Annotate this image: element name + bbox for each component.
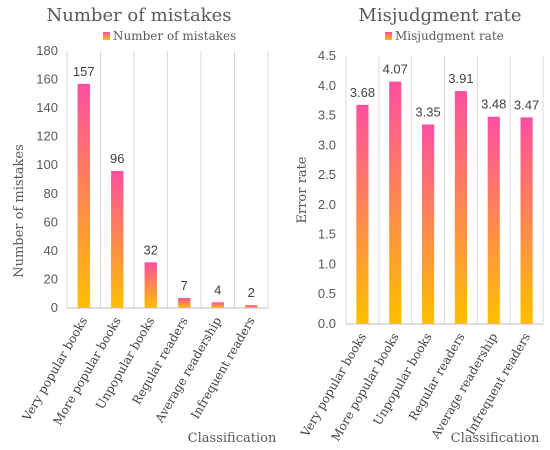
chart2-y-tick-label: 3.0 bbox=[318, 137, 336, 152]
chart2-bar bbox=[454, 91, 467, 324]
chart1-bar bbox=[111, 170, 124, 308]
chart2-data-label: 3.68 bbox=[350, 85, 375, 100]
chart2-y-tick-label: 4.0 bbox=[318, 78, 336, 93]
chart1-data-label: 7 bbox=[181, 278, 188, 293]
chart1-x-axis-label: Classification bbox=[188, 431, 277, 446]
chart2-legend-swatch bbox=[385, 32, 392, 40]
chart2-x-tick-label: Unpopular books bbox=[370, 331, 434, 428]
chart1-data-label: 96 bbox=[110, 151, 124, 166]
chart1-y-tick-label: 160 bbox=[36, 72, 58, 87]
chart1-y-tick-label: 140 bbox=[36, 100, 58, 115]
chart1-y-tick-label: 20 bbox=[44, 271, 58, 286]
chart1-y-tick-label: 180 bbox=[36, 43, 58, 58]
chart1-bar bbox=[245, 305, 258, 308]
chart1-bar bbox=[144, 262, 157, 308]
chart2-title: Misjudgment rate bbox=[358, 5, 521, 26]
chart1-legend-swatch bbox=[103, 32, 110, 40]
chart1-y-tick-label: 100 bbox=[36, 157, 58, 172]
chart2-x-tick-label: Infrequent readers bbox=[463, 331, 533, 438]
chart2-data-label: 4.07 bbox=[383, 62, 408, 77]
chart2-bar bbox=[356, 104, 369, 324]
chart2-y-tick-label: 4.5 bbox=[318, 48, 336, 63]
chart1-data-label: 4 bbox=[214, 282, 221, 297]
chart2-data-label: 3.48 bbox=[481, 97, 506, 112]
chart1-y-tick-label: 40 bbox=[44, 243, 58, 258]
chart2-bar bbox=[487, 116, 500, 324]
chart2-y-tick-label: 3.5 bbox=[318, 108, 336, 123]
chart2-y-axis-label: Error rate bbox=[295, 156, 310, 223]
chart1-y-tick-label: 120 bbox=[36, 129, 58, 144]
chart2-y-tick-label: 1.5 bbox=[318, 227, 336, 242]
chart2-y-tick-label: 1.0 bbox=[318, 256, 336, 271]
chart1-title: Number of mistakes bbox=[47, 5, 232, 26]
chart1-y-tick-label: 0 bbox=[51, 300, 58, 315]
chart1-y-tick-label: 60 bbox=[44, 214, 58, 229]
chart1-y-axis-label: Number of mistakes bbox=[12, 144, 27, 278]
chart2-bar bbox=[422, 124, 435, 324]
chart2-x-axis-label: Classification bbox=[451, 431, 540, 446]
chart2-y-tick-label: 2.5 bbox=[318, 167, 336, 182]
chart2-y-tick-label: 0.0 bbox=[318, 316, 336, 331]
chart2-data-label: 3.47 bbox=[514, 97, 539, 112]
chart1-data-label: 32 bbox=[144, 242, 158, 257]
chart1-y-tick-label: 80 bbox=[44, 186, 58, 201]
chart2-data-label: 3.91 bbox=[448, 71, 473, 86]
chart2-bar bbox=[389, 81, 402, 324]
chart2-bar bbox=[520, 117, 533, 324]
chart1-bar bbox=[211, 302, 224, 308]
chart2-legend-label: Misjudgment rate bbox=[395, 29, 504, 43]
chart1-bar bbox=[77, 83, 90, 308]
chart2-data-label: 3.35 bbox=[415, 104, 440, 119]
chart1-bar bbox=[178, 298, 191, 308]
chart2-y-tick-label: 0.5 bbox=[318, 286, 336, 301]
chart1-data-label: 157 bbox=[73, 64, 95, 79]
chart1-x-tick-label: Infrequent readers bbox=[188, 315, 258, 422]
chart1-legend-label: Number of mistakes bbox=[113, 29, 236, 43]
chart1-data-label: 2 bbox=[248, 285, 255, 300]
chart2-y-tick-label: 2.0 bbox=[318, 197, 336, 212]
